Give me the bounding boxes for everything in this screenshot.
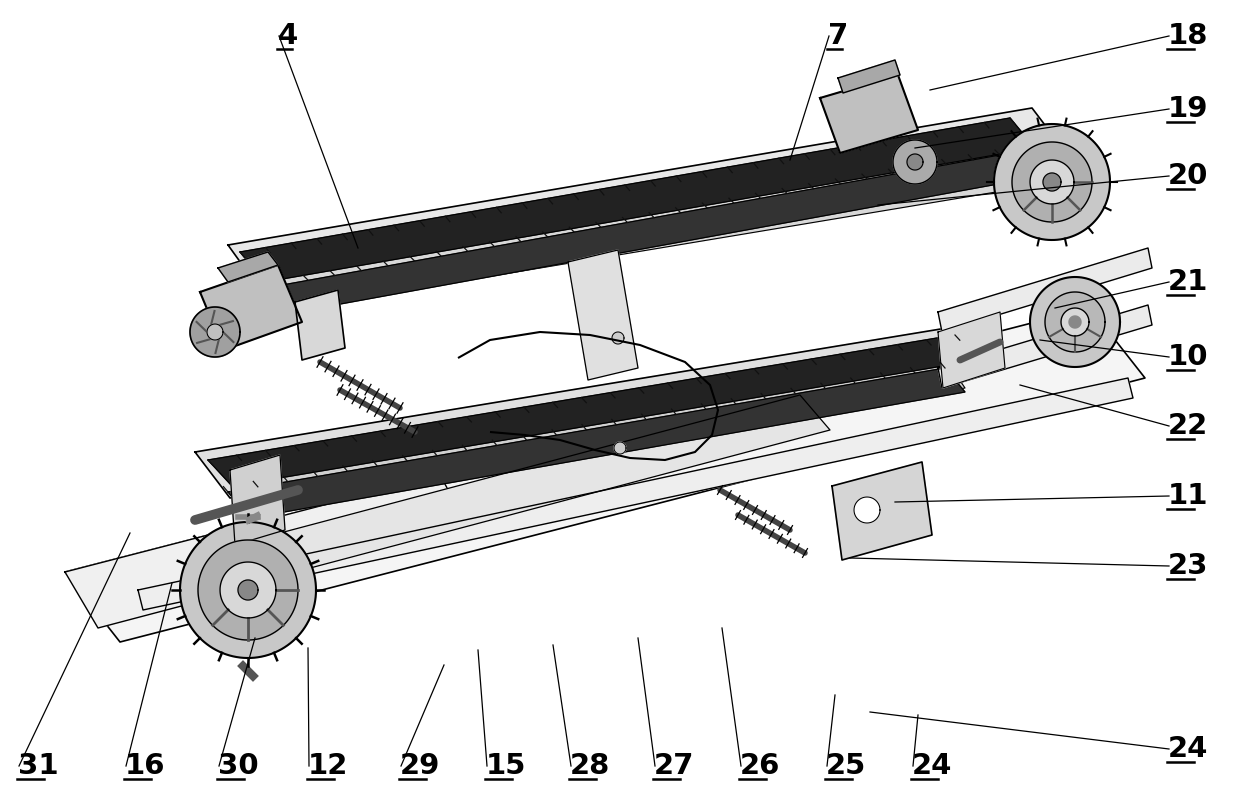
Polygon shape (236, 395, 830, 580)
Text: 21: 21 (1168, 268, 1208, 296)
Text: 31: 31 (19, 752, 58, 780)
Polygon shape (224, 348, 965, 508)
Polygon shape (200, 265, 303, 350)
Polygon shape (238, 580, 258, 600)
Polygon shape (219, 562, 277, 618)
Text: 22: 22 (1168, 412, 1208, 440)
Polygon shape (994, 124, 1110, 240)
Polygon shape (195, 325, 999, 498)
Polygon shape (265, 148, 1021, 308)
Text: 23: 23 (1168, 552, 1209, 580)
Polygon shape (295, 290, 345, 360)
Text: 10: 10 (1168, 343, 1209, 371)
Polygon shape (613, 332, 624, 344)
Text: 4: 4 (278, 22, 299, 50)
Polygon shape (1043, 173, 1061, 191)
Polygon shape (568, 250, 639, 380)
Polygon shape (1061, 308, 1089, 336)
Polygon shape (838, 60, 900, 93)
Text: 12: 12 (308, 752, 348, 780)
Text: 24: 24 (1168, 735, 1208, 763)
Polygon shape (937, 248, 1152, 332)
Polygon shape (1030, 277, 1120, 367)
Polygon shape (198, 540, 298, 640)
Text: 20: 20 (1168, 162, 1208, 190)
Polygon shape (138, 378, 1133, 610)
Polygon shape (228, 108, 1070, 295)
Text: 15: 15 (486, 752, 526, 780)
Polygon shape (906, 154, 923, 170)
Polygon shape (255, 155, 1021, 315)
Text: 18: 18 (1168, 22, 1208, 50)
Polygon shape (207, 324, 223, 340)
Text: 26: 26 (740, 752, 780, 780)
Polygon shape (1069, 316, 1081, 328)
Text: 19: 19 (1168, 95, 1209, 123)
Polygon shape (854, 497, 880, 523)
Polygon shape (1012, 142, 1092, 222)
Polygon shape (1045, 292, 1105, 352)
Text: 24: 24 (911, 752, 952, 780)
Polygon shape (820, 75, 918, 153)
Polygon shape (893, 140, 937, 184)
Text: 27: 27 (653, 752, 694, 780)
Polygon shape (614, 442, 626, 454)
Polygon shape (64, 308, 1145, 642)
Text: 28: 28 (570, 752, 610, 780)
Polygon shape (937, 312, 1004, 388)
Text: 7: 7 (828, 22, 848, 50)
Polygon shape (1030, 160, 1074, 204)
Text: 29: 29 (401, 752, 440, 780)
Polygon shape (180, 522, 316, 658)
Polygon shape (937, 305, 1152, 388)
Text: 11: 11 (1168, 482, 1209, 510)
Polygon shape (241, 118, 1035, 282)
Polygon shape (208, 335, 978, 486)
Text: 30: 30 (218, 752, 259, 780)
Text: 16: 16 (125, 752, 165, 780)
Polygon shape (64, 475, 470, 628)
Polygon shape (218, 252, 278, 282)
Text: 25: 25 (826, 752, 867, 780)
Polygon shape (832, 462, 932, 560)
Polygon shape (229, 455, 285, 545)
Polygon shape (228, 368, 965, 518)
Polygon shape (190, 307, 241, 357)
